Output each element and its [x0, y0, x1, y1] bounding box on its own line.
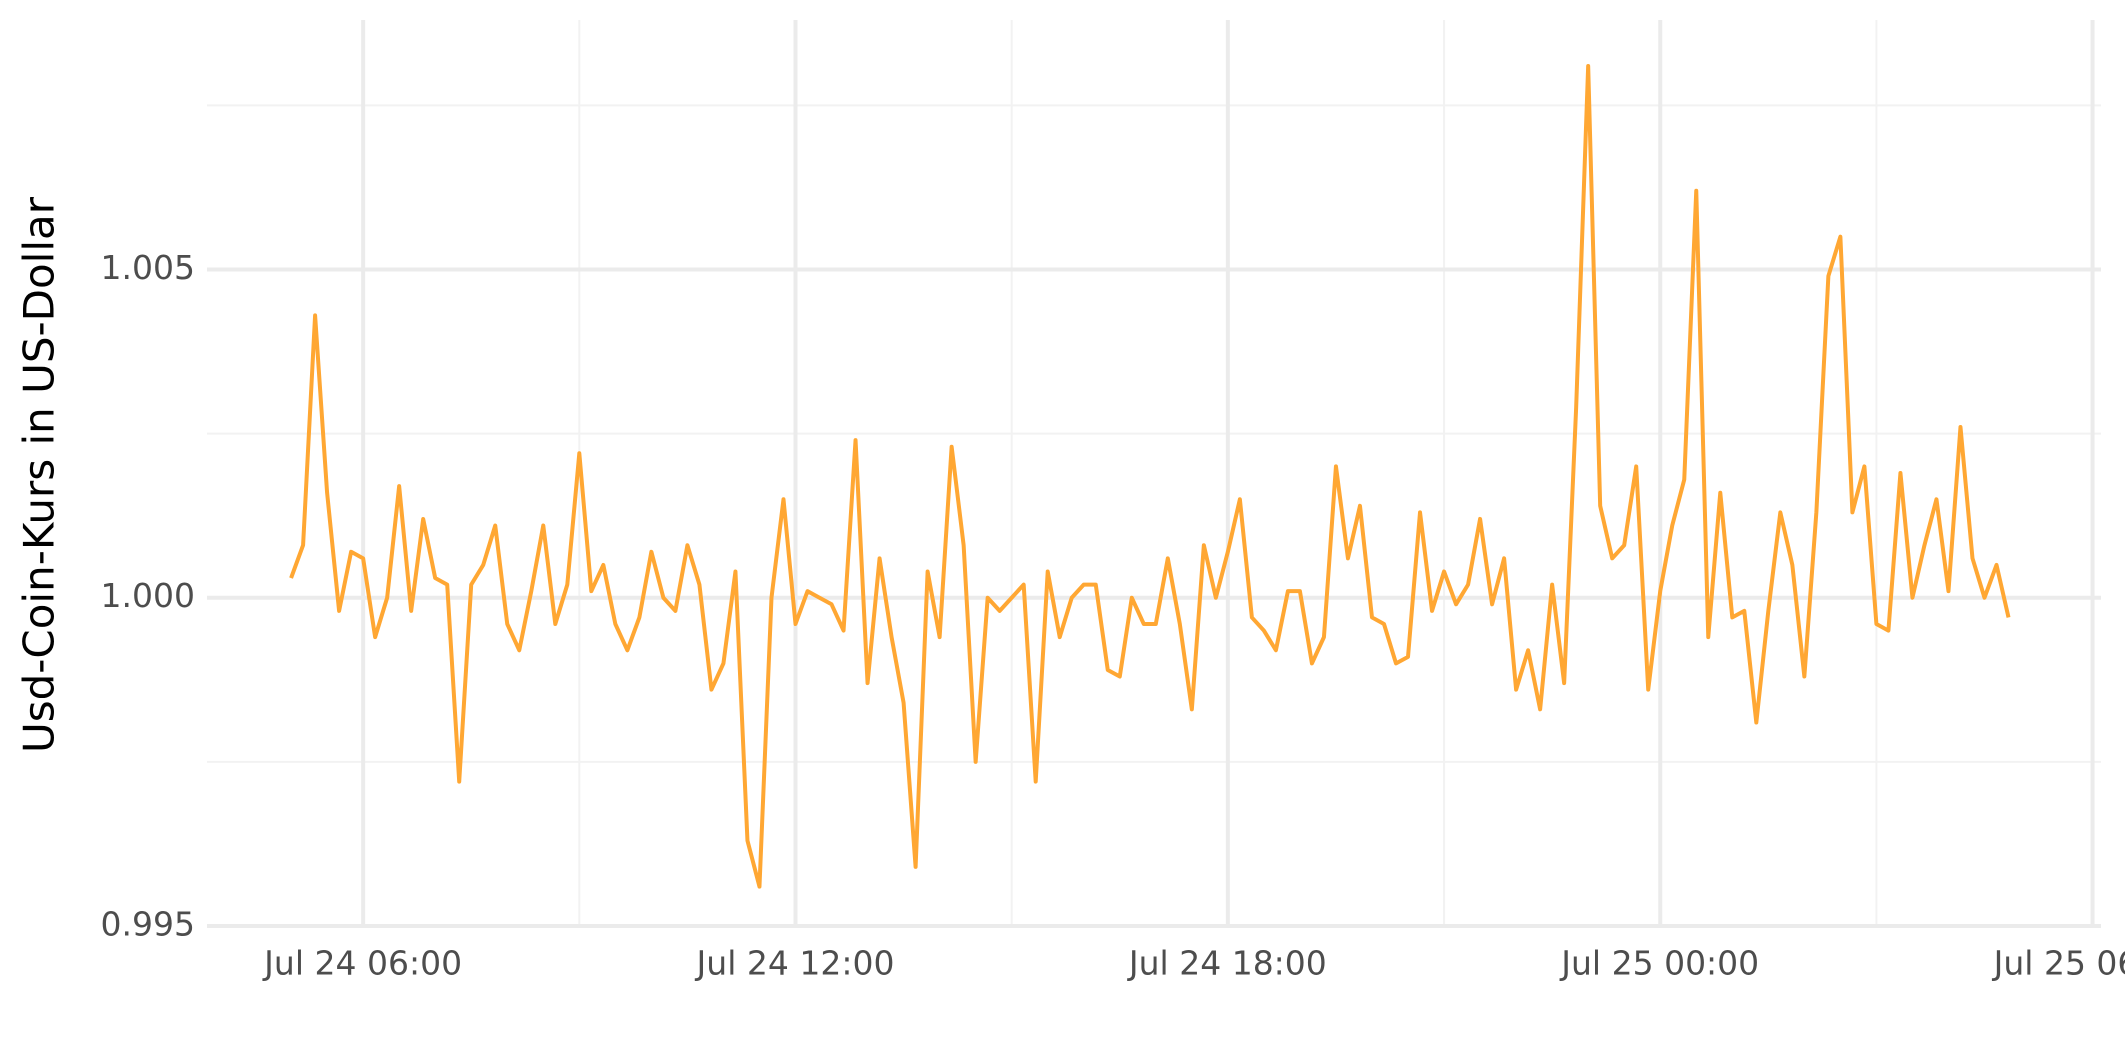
y-axis-title: Usd-Coin-Kurs in US-Dollar — [15, 196, 64, 753]
x-tick-label: Jul 24 06:00 — [262, 944, 462, 983]
y-tick-label: 1.005 — [101, 248, 195, 287]
x-tick-label: Jul 24 18:00 — [1127, 944, 1327, 983]
price-line — [289, 63, 2011, 889]
x-tick-label: Jul 25 06:00 — [1992, 944, 2125, 983]
y-tick-label: 1.000 — [101, 576, 195, 615]
y-tick-label: 0.995 — [101, 905, 195, 944]
grid — [207, 20, 2101, 928]
x-tick-label: Jul 25 00:00 — [1559, 944, 1759, 983]
x-tick-label: Jul 24 12:00 — [695, 944, 895, 983]
plot — [289, 63, 2011, 889]
